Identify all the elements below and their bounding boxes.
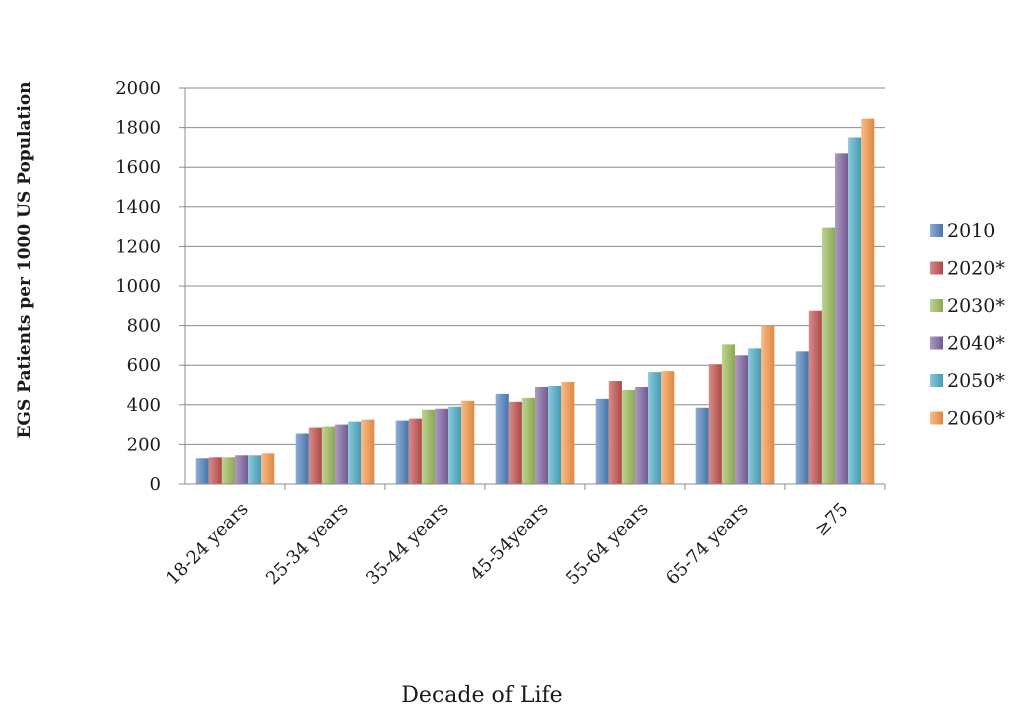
- bar: [395, 420, 409, 484]
- x-tick-labels: 18-24 years 25-34 years 35-44 years 45-54ye…: [162, 499, 853, 590]
- bar: [421, 409, 435, 484]
- axes: [179, 87, 886, 490]
- bar: [448, 406, 462, 484]
- y-tick-label: 800: [127, 316, 161, 337]
- legend-label: 2010: [947, 220, 995, 242]
- legend-label: 2060*: [947, 408, 1005, 430]
- legend-label: 2030*: [947, 295, 1005, 317]
- legend-swatch: [930, 261, 943, 275]
- bar: [648, 372, 662, 484]
- bar: [235, 455, 249, 484]
- x-tick-label: ≥75: [811, 499, 853, 541]
- x-tick-label: 25-34 years: [262, 499, 353, 590]
- x-tick-label: 35-44 years: [362, 499, 453, 590]
- bar: [808, 310, 822, 484]
- bar: [761, 325, 775, 484]
- bar: [408, 418, 422, 484]
- bar: [561, 382, 575, 484]
- bar: [735, 355, 749, 484]
- legend-label: 2050*: [947, 370, 1005, 392]
- bar: [435, 408, 449, 484]
- bar: [361, 419, 375, 484]
- legend-label: 2020*: [947, 258, 1005, 280]
- legend-label: 2040*: [947, 333, 1005, 355]
- legend-swatch: [930, 374, 943, 387]
- bar: [835, 153, 849, 484]
- y-tick-label: 200: [127, 434, 161, 455]
- bar: [521, 397, 535, 484]
- bar: [595, 398, 609, 484]
- bar: [208, 457, 222, 484]
- bar: [461, 400, 475, 484]
- y-tick-label: 0: [150, 474, 161, 495]
- y-tick-label: 1000: [115, 276, 161, 297]
- bar: [635, 386, 649, 484]
- x-tick-label: 55-64 years: [562, 499, 653, 590]
- y-tick-label: 2000: [115, 78, 161, 99]
- bar: [535, 386, 549, 484]
- y-tick-label: 1200: [115, 236, 161, 257]
- y-tick-label: 600: [127, 355, 161, 376]
- bar: [308, 427, 322, 484]
- y-tick-label: 400: [127, 395, 161, 416]
- bar: [661, 371, 675, 484]
- bar: [335, 424, 349, 484]
- x-tick-label: 65-74 years: [662, 499, 753, 590]
- y-tick-label: 1600: [115, 157, 161, 178]
- x-tick-label: 18-24 years: [162, 499, 253, 590]
- bars: [195, 118, 875, 484]
- bar: [861, 118, 875, 484]
- legend-swatch: [930, 336, 943, 350]
- bar: [248, 455, 262, 484]
- bar: [721, 344, 735, 484]
- legend-swatch: [930, 411, 943, 425]
- y-tick-label: 1400: [115, 197, 161, 218]
- bar: [795, 351, 809, 484]
- bar: [221, 457, 235, 484]
- bar: [495, 393, 509, 484]
- bar: [608, 381, 622, 484]
- legend-swatch: [930, 299, 943, 312]
- bar: [708, 364, 722, 484]
- y-tick-label: 1800: [115, 118, 161, 139]
- y-tick-labels: 0 200 400 600 800 1000 1200 1400 1600 1800 2000: [115, 78, 161, 495]
- y-axis-title: EGS Patients per 1000 US Population: [15, 81, 35, 438]
- bar: [621, 389, 635, 484]
- legend-swatch: [930, 224, 943, 237]
- bar: [348, 421, 362, 484]
- bar: [748, 348, 762, 484]
- x-tick-label: 45-54years: [466, 499, 552, 585]
- bar: [261, 453, 275, 484]
- bar: [848, 137, 862, 484]
- x-axis-title: Decade of Life: [401, 683, 562, 708]
- bar: [295, 433, 309, 484]
- bar: [321, 426, 335, 484]
- bar: [195, 458, 209, 484]
- bar: [695, 407, 709, 484]
- bar: [548, 385, 562, 484]
- bar: [821, 227, 835, 484]
- legend: 2010 2020* 2030* 2040* 2050* 2060*: [930, 220, 1005, 430]
- bar: [508, 401, 522, 484]
